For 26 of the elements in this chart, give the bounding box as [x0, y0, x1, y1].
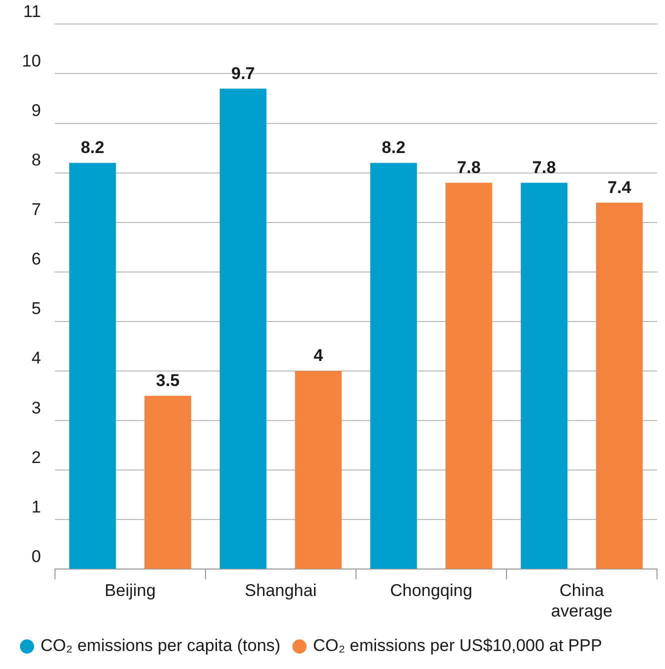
y-tick-label: 10: [22, 51, 41, 70]
y-tick-label: 11: [23, 2, 41, 21]
data-label: 7.4: [608, 178, 632, 197]
legend-label: CO₂ emissions per capita (tons): [40, 636, 280, 656]
x-tick-label: Chongqing: [390, 581, 472, 600]
y-tick-label: 8: [31, 150, 41, 170]
data-label: 7.8: [532, 158, 556, 177]
y-tick-label: 7: [31, 200, 41, 220]
y-tick-label: 3: [31, 398, 41, 418]
x-tick-label: Shanghai: [244, 581, 317, 600]
data-label: 8.2: [80, 138, 104, 158]
data-label: 8.2: [382, 138, 406, 158]
x-tick-label: China average: [551, 581, 612, 620]
data-label: 4: [314, 346, 324, 366]
legend-label: CO₂ emissions per US$10,000 at PPP: [312, 636, 602, 656]
y-tick-label: 5: [31, 299, 41, 318]
y-tick-label: 2: [31, 448, 41, 467]
x-tick-label: Beijing: [104, 581, 156, 600]
y-tick-label: 1: [31, 497, 41, 516]
y-tick-label: 0: [31, 546, 41, 566]
y-tick-label: 9: [31, 100, 41, 120]
y-tick-label: 6: [31, 250, 41, 269]
data-label: 7.8: [457, 158, 481, 177]
data-label: 9.7: [231, 64, 255, 83]
y-tick-label: 4: [31, 348, 41, 368]
data-label: 3.5: [156, 370, 180, 390]
